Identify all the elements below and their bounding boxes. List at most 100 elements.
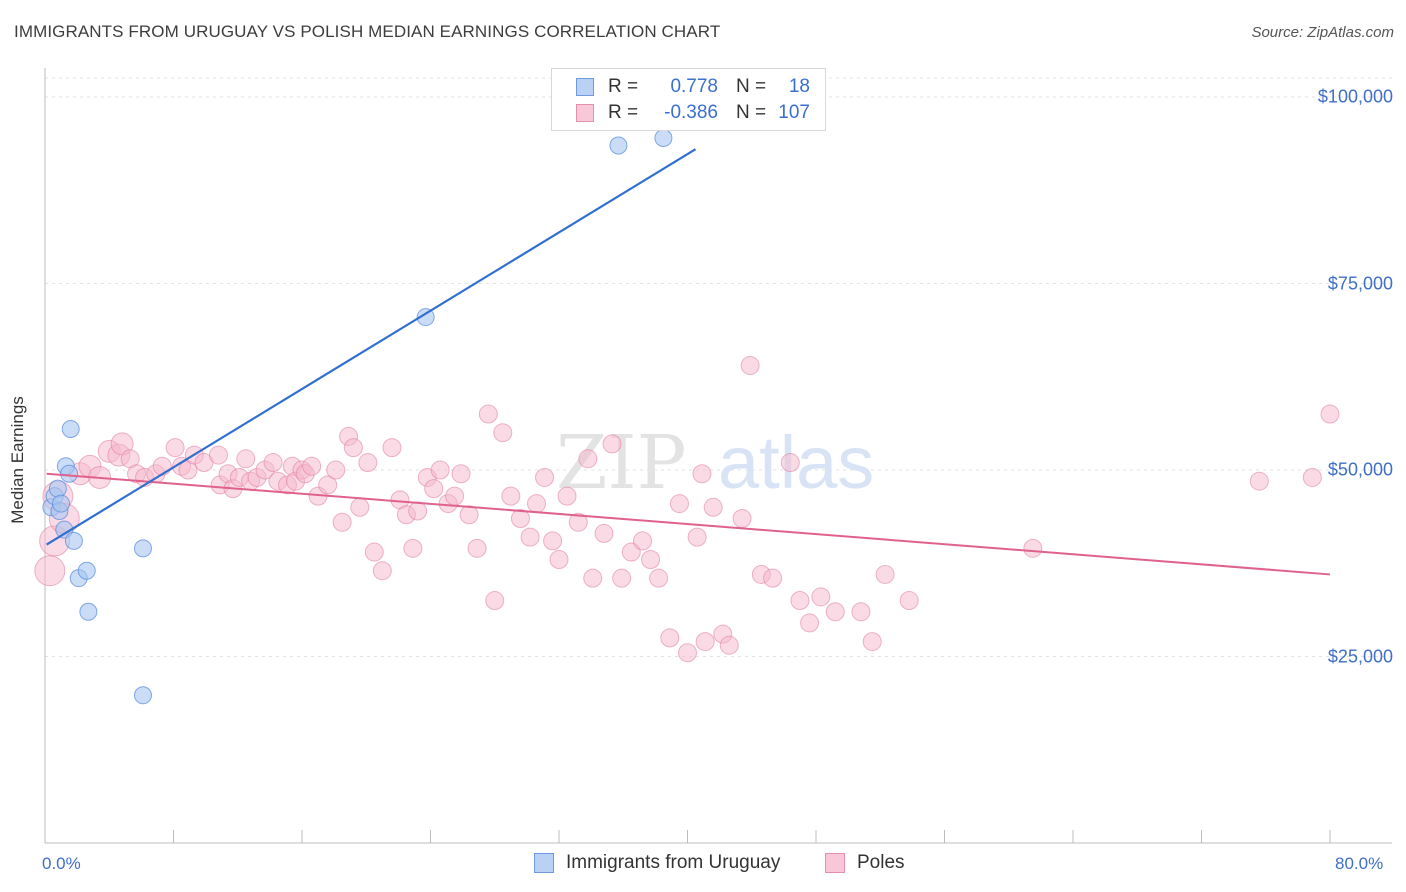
poles-point [790, 591, 810, 611]
legend-label-poles: Poles [857, 852, 905, 873]
poles-point [612, 568, 632, 588]
uruguay-point [133, 686, 152, 705]
uruguay-point [609, 136, 628, 155]
poles-point [633, 531, 653, 551]
poles-point [478, 404, 498, 424]
poles-point [703, 497, 723, 517]
poles-point [326, 460, 346, 480]
legend-row-uruguay: R = 0.778 N = 18 [576, 75, 810, 99]
watermark: ZIP atlas [556, 420, 874, 506]
uruguay-point [79, 602, 98, 621]
poles-point [332, 512, 352, 532]
uruguay-point [60, 464, 79, 483]
poles-point [493, 423, 513, 443]
uruguay-point [64, 531, 83, 550]
uruguay-point [52, 494, 71, 513]
y-tick-label: $75,000 [1327, 273, 1393, 293]
legend-r-label: R = [608, 76, 639, 97]
poles-trendline [46, 472, 1331, 576]
poles-point [1023, 538, 1043, 558]
poles-point [649, 568, 669, 588]
legend-n-label: N = [736, 102, 767, 123]
uruguay-point [61, 419, 80, 438]
legend-swatch-blue [576, 78, 594, 96]
poles-point [403, 538, 423, 558]
poles-point [358, 453, 378, 473]
poles-point [152, 456, 172, 476]
y-tick-label: $50,000 [1327, 459, 1393, 480]
poles-point [501, 486, 521, 506]
poles-point [851, 602, 871, 622]
chart-title: IMMIGRANTS FROM URUGUAY VS POLISH MEDIAN… [14, 22, 721, 41]
correlation-legend: R = 0.778 N = 18 R = -0.386 N = 107 [551, 68, 826, 131]
poles-point [732, 508, 752, 528]
poles-point [557, 486, 577, 506]
gridlines [45, 77, 1392, 657]
poles-point [34, 555, 66, 587]
legend-row-poles: R = -0.386 N = 107 [576, 101, 810, 125]
uruguay-points [42, 129, 673, 705]
poles-point [459, 505, 479, 525]
y-tick-label: $100,000 [1317, 86, 1393, 107]
poles-point [424, 479, 444, 499]
x-tick-max: 80.0% [1335, 854, 1384, 873]
poles-point [408, 501, 428, 521]
poles-point [520, 527, 540, 547]
poles-point [1302, 467, 1322, 487]
x-tick-min: 0.0% [42, 854, 81, 873]
poles-point [527, 494, 547, 514]
poles-point [263, 453, 283, 473]
poles-point [719, 635, 739, 655]
trendlines [46, 148, 1331, 576]
poles-point [899, 591, 919, 611]
legend-label-uruguay: Immigrants from Uruguay [566, 852, 781, 873]
poles-point [594, 523, 614, 543]
poles-point [549, 550, 569, 570]
poles-point [862, 632, 882, 652]
legend-item-uruguay: Immigrants from Uruguay [534, 852, 780, 874]
poles-point [811, 587, 831, 607]
poles-point [687, 527, 707, 547]
poles-point [208, 445, 228, 465]
poles-point [678, 643, 697, 663]
poles-points [34, 356, 1340, 663]
poles-point [430, 460, 450, 480]
poles-point [695, 632, 715, 652]
poles-point [302, 456, 322, 476]
poles-point [510, 508, 530, 528]
uruguay-point [48, 479, 67, 498]
poles-point [875, 564, 895, 584]
legend-swatch-pink [576, 104, 594, 122]
poles-point [236, 449, 256, 469]
poles-point [165, 438, 185, 458]
uruguay-point [416, 308, 435, 327]
uruguay-point [654, 129, 673, 148]
legend-swatch-pink [825, 853, 845, 873]
poles-point [485, 591, 505, 611]
legend-item-poles: Poles [825, 852, 905, 874]
legend-n-label: N = [736, 76, 767, 97]
legend-swatch-blue [534, 853, 554, 873]
poles-point [660, 628, 680, 648]
poles-point [641, 550, 661, 570]
poles-point [578, 449, 598, 469]
poles-point [669, 494, 689, 514]
poles-point [800, 613, 820, 633]
poles-point [692, 464, 712, 484]
poles-point [350, 497, 370, 517]
source-label: Source: ZipAtlas.com [1251, 24, 1394, 41]
legend-r-label: R = [608, 102, 639, 123]
poles-point [445, 486, 465, 506]
poles-point [364, 542, 384, 562]
poles-point [602, 434, 622, 454]
y-tick-label: $25,000 [1327, 646, 1393, 666]
poles-point [343, 438, 363, 458]
poles-point [467, 538, 487, 558]
poles-point [740, 356, 760, 376]
poles-point [382, 438, 402, 458]
poles-point [825, 602, 845, 622]
legend-n-value: 18 [788, 76, 810, 97]
uruguay-point [133, 539, 152, 558]
uruguay-point [77, 561, 96, 580]
